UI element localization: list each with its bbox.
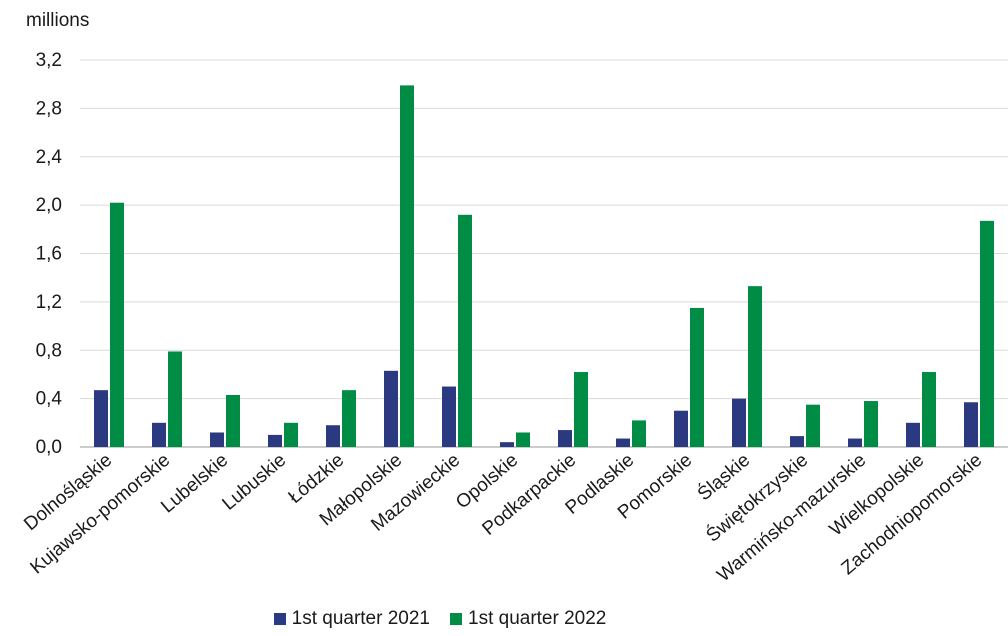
bar-2022 [748, 286, 762, 447]
bar-2021 [152, 422, 166, 447]
bar-2022 [168, 351, 182, 447]
bar-2022 [110, 202, 124, 447]
y-axis-unit-label: millions [26, 10, 90, 31]
bar-2021 [964, 402, 978, 447]
bar-2021 [442, 386, 456, 447]
bar-2022 [458, 214, 472, 447]
bar-2022 [922, 372, 936, 447]
legend: 1st quarter 2021 1st quarter 2022 [0, 608, 880, 630]
bar-2022 [400, 85, 414, 447]
bar-2021 [790, 436, 804, 447]
bar-2021 [500, 442, 514, 447]
y-tick-label: 0,0 [36, 437, 62, 458]
bar-2022 [284, 422, 298, 447]
legend-label-2021: 1st quarter 2021 [291, 608, 430, 629]
bar-2021 [210, 432, 224, 447]
bar-2022 [226, 394, 240, 447]
bar-2021 [732, 398, 746, 447]
y-tick-label: 2,8 [36, 98, 62, 119]
bar-2022 [980, 220, 994, 447]
legend-label-2022: 1st quarter 2022 [468, 608, 607, 629]
y-tick-label: 1,2 [36, 292, 62, 313]
bar-2022 [342, 390, 356, 447]
y-tick-label: 1,6 [36, 244, 62, 265]
y-tick-label: 2,0 [36, 195, 62, 216]
legend-item-2021: 1st quarter 2021 [273, 608, 430, 630]
bar-2021 [674, 410, 688, 447]
legend-swatch-2021 [273, 613, 286, 625]
bar-2021 [616, 438, 630, 447]
bar-2021 [848, 438, 862, 447]
bar-2021 [384, 370, 398, 447]
bar-2022 [864, 401, 878, 447]
bar-2022 [632, 420, 646, 447]
legend-swatch-2022 [450, 613, 462, 625]
bar-2021 [906, 422, 920, 447]
bar-2021 [268, 434, 282, 447]
y-tick-label: 3,2 [36, 50, 62, 71]
bar-2021 [326, 425, 340, 447]
bar-2021 [94, 390, 108, 447]
bar-2022 [690, 307, 704, 447]
bar-2022 [516, 432, 530, 447]
y-tick-label: 0,4 [36, 389, 63, 410]
y-tick-label: 2,4 [36, 147, 63, 168]
legend-item-2022: 1st quarter 2022 [450, 608, 606, 630]
y-tick-label: 0,8 [36, 340, 62, 361]
bar-2021 [558, 430, 572, 447]
bar-2022 [806, 404, 820, 447]
x-tick-label: Lubuskie [218, 450, 290, 515]
bar-2022 [574, 372, 588, 447]
x-tick-label: Świętokrzyskie [702, 449, 812, 547]
